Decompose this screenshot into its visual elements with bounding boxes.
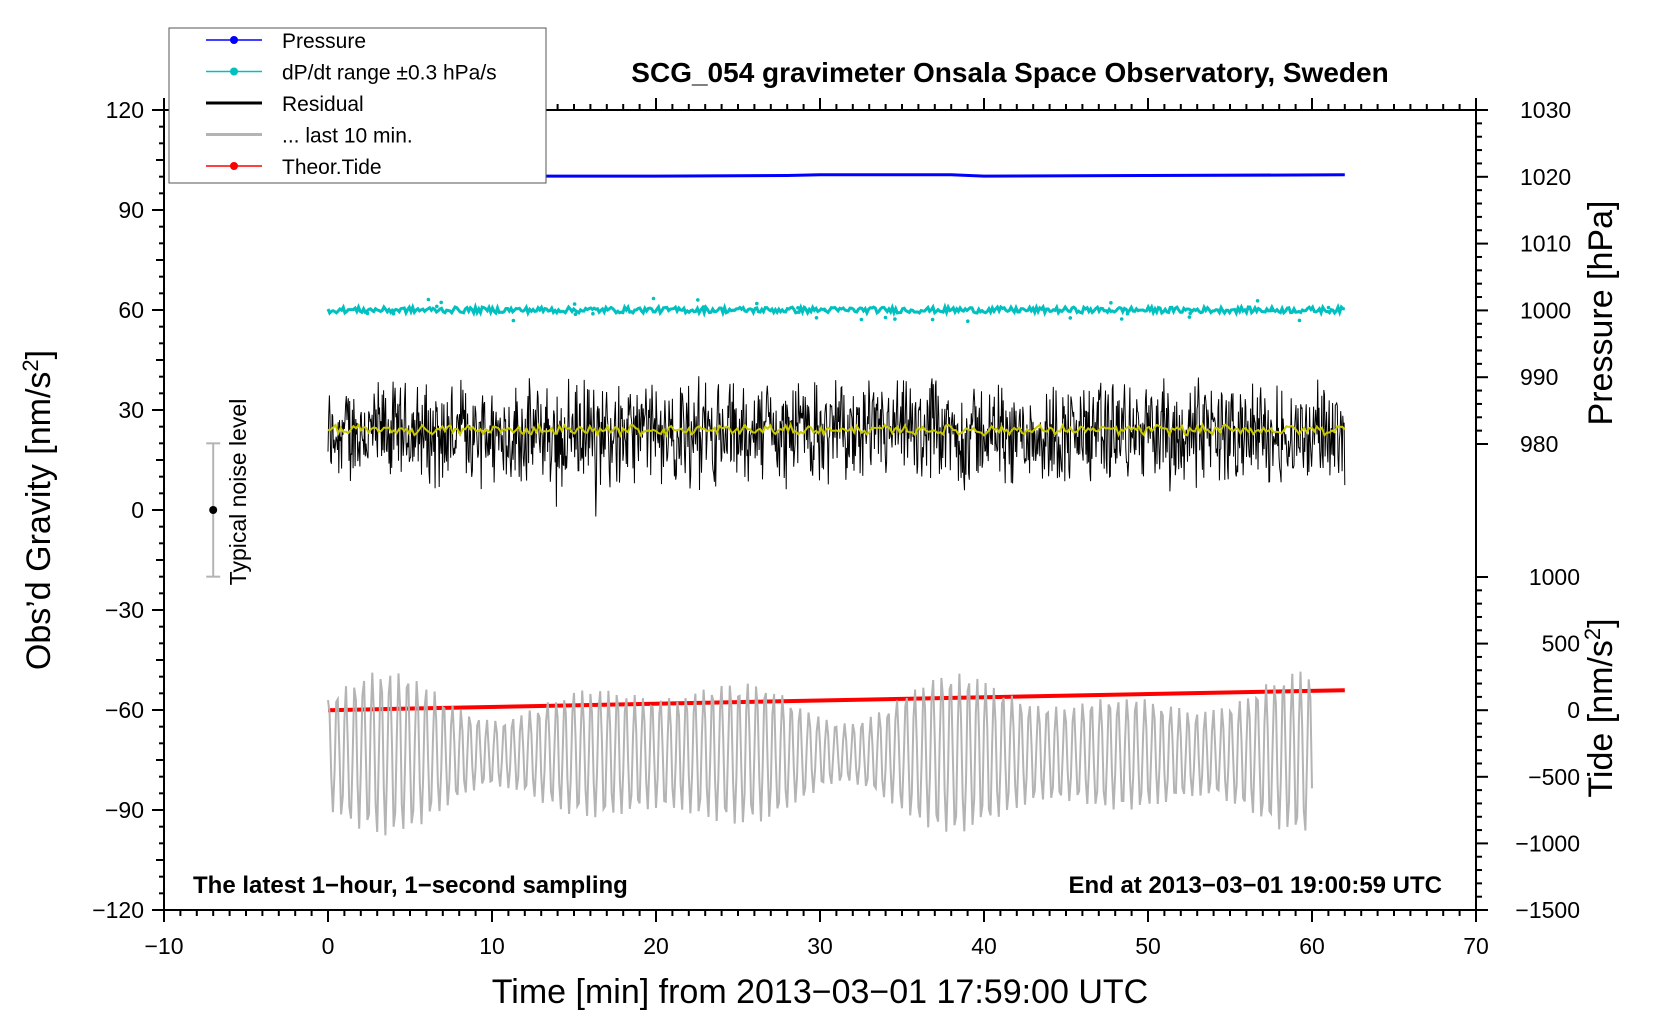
legend-marker (230, 36, 238, 44)
dpdt-point (426, 297, 431, 302)
tide-tick-label: 1000 (1529, 564, 1580, 590)
dpdt-point (1016, 309, 1020, 313)
dpdt-point (755, 301, 759, 306)
dpdt-point (1188, 311, 1192, 316)
x-tick-label: 30 (807, 933, 833, 959)
dpdt-point (696, 298, 700, 302)
x-tick-label: 50 (1135, 933, 1161, 959)
y-tick-label-left: 0 (131, 497, 144, 523)
x-tick-label: −10 (144, 933, 183, 959)
dpdt-point (1269, 308, 1274, 313)
dpdt-point (1039, 306, 1044, 311)
x-tick-label: 70 (1463, 933, 1489, 959)
dpdt-point (814, 316, 819, 320)
axis-ticks: −10 0 10 20 30 40 50 60 70−120−90−60−30030609012… (92, 97, 1580, 959)
dpdt-point (651, 296, 656, 301)
x-tick-label: 20 (643, 933, 669, 959)
legend-label: Pressure (282, 30, 366, 53)
x-tick-label: 40 (971, 933, 997, 959)
dpdt-point (1187, 315, 1192, 319)
noise-level-label: Typical noise level (225, 399, 251, 586)
dpdt-point (702, 305, 707, 309)
dpdt-point (1109, 301, 1113, 305)
x-axis-title: Time [min] from 2013−03−01 17:59:00 UTC (492, 973, 1148, 1011)
chart-title: SCG_054 gravimeter Onsala Space Observat… (631, 57, 1388, 88)
dpdt-point (1255, 299, 1260, 303)
dpdt-point (573, 312, 578, 317)
dpdt-point (572, 302, 577, 306)
y-tick-label-left: 90 (118, 197, 144, 223)
tide-tick-label: 500 (1542, 631, 1580, 657)
y-tick-label-left: 30 (118, 397, 144, 423)
dpdt-point (796, 306, 800, 310)
legend-label: Theor.Tide (282, 156, 382, 179)
dpdt-point (888, 308, 892, 313)
tide-tick-label: −500 (1528, 764, 1580, 790)
dpdt-point (435, 304, 439, 309)
legend-marker (230, 162, 238, 170)
pressure-tick-label: 980 (1520, 431, 1558, 457)
y-tick-label-left: −120 (92, 897, 144, 923)
dpdt-point (391, 311, 396, 316)
noise-level-indicator: Typical noise level (206, 399, 251, 586)
tide-series (327, 688, 1345, 713)
noise-center-dot (209, 506, 218, 514)
y-tick-label-left: 60 (118, 297, 144, 323)
y-axis-title-tide: Tide [nm/s2] (1580, 618, 1620, 797)
y-tick-label-left: −30 (105, 597, 144, 623)
dpdt-point (1125, 311, 1130, 316)
x-tick-label: 10 (479, 933, 505, 959)
tide-tick-label: −1000 (1515, 830, 1580, 856)
residual-smoothed-series (327, 421, 1346, 439)
tide-tick-label: −1500 (1515, 897, 1580, 923)
dpdt-point (365, 311, 370, 316)
pressure-series (328, 173, 1345, 178)
x-tick-label: 60 (1299, 933, 1325, 959)
dpdt-point (1068, 316, 1073, 320)
y-tick-label-left: 120 (106, 97, 144, 123)
dpdt-point (1297, 318, 1302, 323)
dpdt-point (511, 318, 516, 323)
x-tick-label: 0 (322, 933, 335, 959)
legend-marker (230, 67, 238, 76)
data-series (326, 173, 1346, 836)
dpdt-point (439, 300, 444, 305)
pressure-tick-label: 1010 (1520, 231, 1571, 257)
y-tick-label-left: −60 (105, 697, 144, 723)
y-tick-label-left: −90 (105, 797, 144, 823)
dpdt-point (802, 306, 807, 310)
dpdt-point (591, 311, 595, 316)
legend-label: Residual (282, 93, 364, 116)
dpdt-point (859, 317, 864, 322)
dpdt-series (326, 301, 1346, 318)
dpdt-point (930, 317, 935, 322)
dpdt-point (883, 315, 888, 320)
residual-series (327, 376, 1346, 517)
dpdt-point (893, 317, 897, 321)
last-10-min-series (327, 671, 1313, 836)
dpdt-point (966, 319, 970, 324)
y-axis-title-left: Obs’d Gravity [nm/s2] (18, 350, 58, 670)
y-axis-title-pressure: Pressure [hPa] (1582, 201, 1620, 426)
legend-label: ... last 10 min. (282, 125, 413, 148)
dpdt-point (823, 308, 827, 313)
footer-right-note: End at 2013−03−01 19:00:59 UTC (1068, 872, 1442, 899)
legend-label: dP/dt range ±0.3 hPa/s (282, 62, 497, 85)
footer-left-note: The latest 1−hour, 1−second sampling (193, 872, 628, 899)
legend: Pressure dP/dt range ±0.3 hPa/s Residual..… (168, 27, 547, 184)
legend-box (168, 27, 547, 184)
pressure-tick-label: 1020 (1520, 164, 1571, 190)
pressure-tick-label: 1000 (1520, 297, 1571, 323)
pressure-tick-label: 990 (1520, 364, 1558, 390)
dpdt-point (1119, 317, 1124, 321)
tide-tick-label: 0 (1567, 697, 1580, 723)
dpdt-point (1326, 305, 1331, 310)
pressure-tick-label: 1030 (1520, 97, 1571, 123)
